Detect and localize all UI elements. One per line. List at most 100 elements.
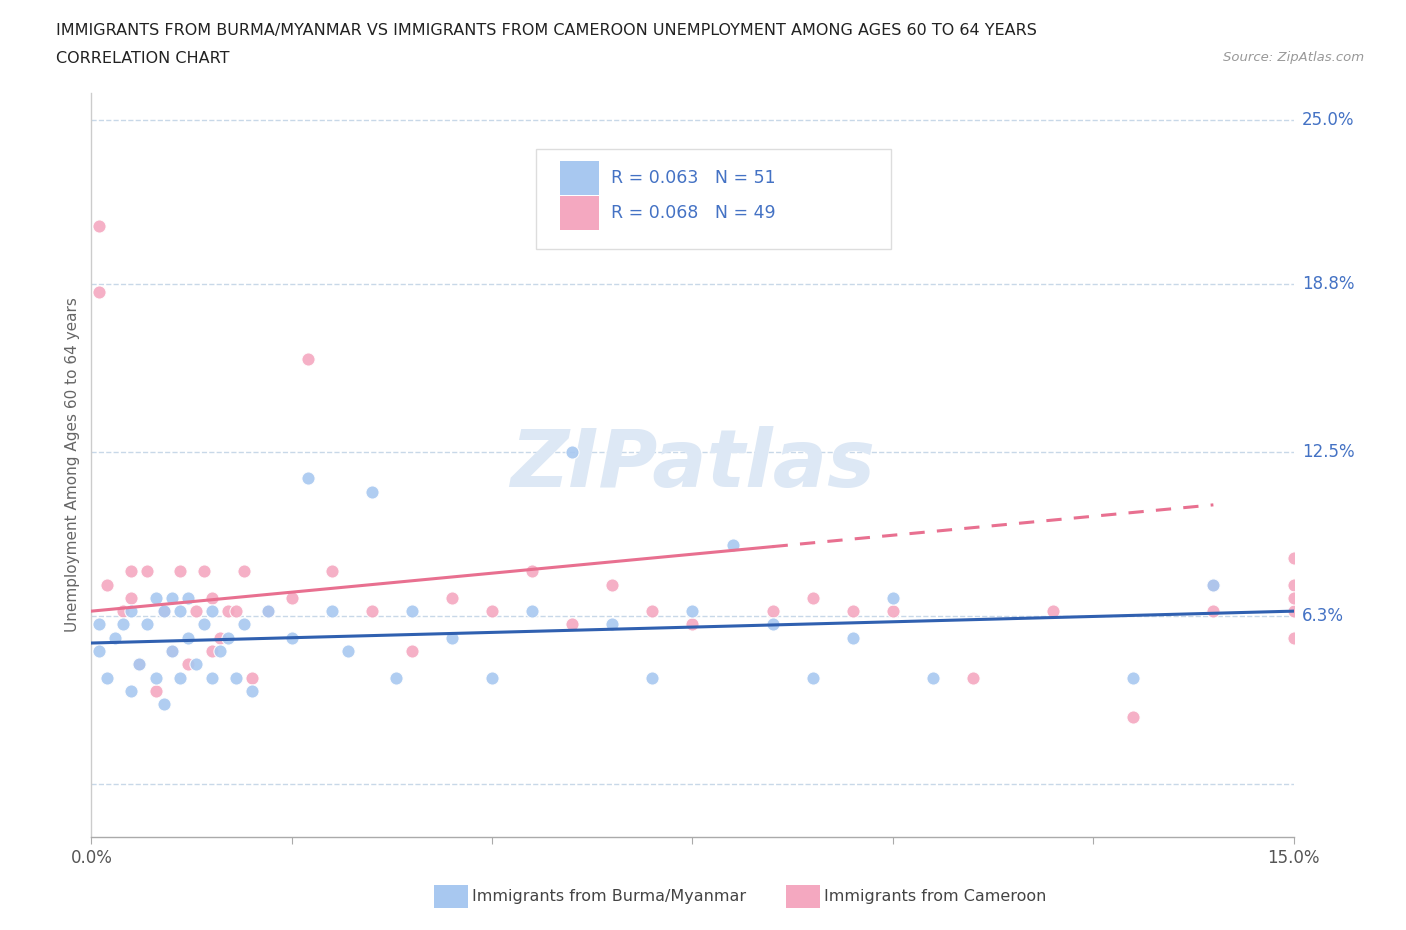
FancyBboxPatch shape <box>560 195 599 230</box>
Point <box>145 671 167 685</box>
FancyBboxPatch shape <box>536 149 891 249</box>
Point <box>169 564 191 578</box>
Point <box>145 591 167 605</box>
Text: 6.3%: 6.3% <box>1302 607 1344 626</box>
Text: Source: ZipAtlas.com: Source: ZipAtlas.com <box>1223 51 1364 64</box>
Point <box>922 671 945 685</box>
Point <box>225 604 247 618</box>
Point <box>561 617 583 631</box>
Text: 18.8%: 18.8% <box>1302 275 1354 293</box>
Point <box>184 604 207 618</box>
Point <box>201 591 224 605</box>
Point <box>96 578 118 592</box>
Point <box>240 684 263 698</box>
Point <box>1282 551 1305 565</box>
Point <box>217 631 239 645</box>
Point <box>225 671 247 685</box>
Point <box>522 604 544 618</box>
Point <box>104 631 127 645</box>
Point <box>176 657 198 671</box>
Point <box>152 604 174 618</box>
Point <box>297 352 319 366</box>
Point <box>602 617 624 631</box>
Point <box>169 671 191 685</box>
Point <box>160 644 183 658</box>
Point <box>1282 578 1305 592</box>
Point <box>1282 591 1305 605</box>
Point <box>193 617 215 631</box>
Point <box>336 644 359 658</box>
Text: IMMIGRANTS FROM BURMA/MYANMAR VS IMMIGRANTS FROM CAMEROON UNEMPLOYMENT AMONG AGE: IMMIGRANTS FROM BURMA/MYANMAR VS IMMIGRA… <box>56 23 1038 38</box>
Point <box>96 671 118 685</box>
Point <box>128 657 150 671</box>
Point <box>176 631 198 645</box>
Point <box>160 644 183 658</box>
Point <box>321 604 343 618</box>
Point <box>232 617 254 631</box>
Point <box>762 617 785 631</box>
Point <box>962 671 984 685</box>
Point <box>176 591 198 605</box>
Point <box>1282 604 1305 618</box>
Point <box>321 564 343 578</box>
Point <box>841 604 863 618</box>
Text: 12.5%: 12.5% <box>1302 443 1354 460</box>
Text: CORRELATION CHART: CORRELATION CHART <box>56 51 229 66</box>
Point <box>481 671 503 685</box>
Point <box>184 657 207 671</box>
Point <box>1202 578 1225 592</box>
Point <box>281 631 304 645</box>
Point <box>152 604 174 618</box>
Point <box>128 657 150 671</box>
Text: Immigrants from Cameroon: Immigrants from Cameroon <box>824 889 1046 904</box>
Point <box>201 604 224 618</box>
Text: R = 0.068   N = 49: R = 0.068 N = 49 <box>610 204 775 221</box>
Point <box>232 564 254 578</box>
Point <box>882 604 904 618</box>
Point <box>217 604 239 618</box>
Point <box>440 591 463 605</box>
Point <box>121 604 143 618</box>
Point <box>208 644 231 658</box>
Point <box>721 538 744 552</box>
Point <box>385 671 408 685</box>
Point <box>801 591 824 605</box>
Point <box>136 564 159 578</box>
Point <box>145 684 167 698</box>
Point <box>440 631 463 645</box>
Point <box>160 591 183 605</box>
Point <box>297 471 319 485</box>
Point <box>112 604 135 618</box>
Point <box>681 617 703 631</box>
Point <box>602 578 624 592</box>
Point <box>193 564 215 578</box>
Point <box>1202 578 1225 592</box>
Point <box>561 445 583 459</box>
Point <box>240 671 263 685</box>
Point <box>121 684 143 698</box>
Point <box>136 617 159 631</box>
Point <box>401 604 423 618</box>
Point <box>89 617 111 631</box>
Text: 25.0%: 25.0% <box>1302 111 1354 128</box>
Point <box>201 671 224 685</box>
Point <box>801 671 824 685</box>
Text: Immigrants from Burma/Myanmar: Immigrants from Burma/Myanmar <box>472 889 747 904</box>
Point <box>169 604 191 618</box>
Point <box>112 617 135 631</box>
Point <box>121 564 143 578</box>
Point <box>1122 710 1144 724</box>
Point <box>681 604 703 618</box>
Point <box>89 219 111 233</box>
Point <box>1122 671 1144 685</box>
Point <box>762 604 785 618</box>
Point <box>281 591 304 605</box>
Point <box>201 644 224 658</box>
Point <box>481 604 503 618</box>
Point <box>841 631 863 645</box>
Point <box>360 485 382 499</box>
FancyBboxPatch shape <box>560 161 599 195</box>
Point <box>1282 631 1305 645</box>
Point <box>522 564 544 578</box>
Point <box>641 604 664 618</box>
